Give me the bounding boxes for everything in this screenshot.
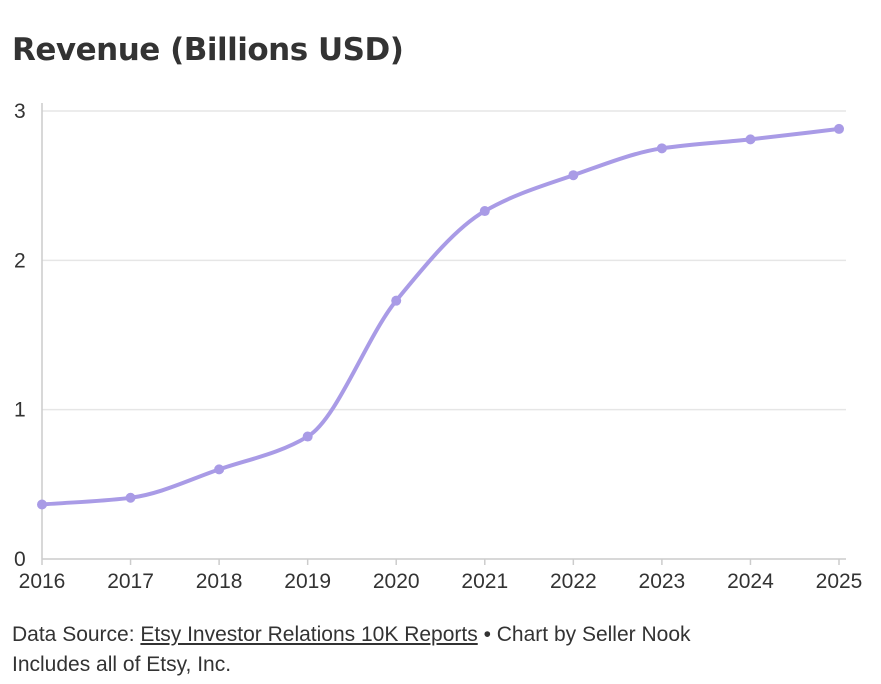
source-line: Data Source: Etsy Investor Relations 10K… (12, 620, 691, 650)
grid-lines (42, 110, 846, 411)
x-tick-label: 2021 (461, 570, 508, 593)
revenue-line-chart: 0 1 2 3 2016 2017 2018 2019 2020 2021 2022 2023 202… (14, 100, 863, 593)
data-point-2017 (125, 492, 136, 503)
footer-note: Includes all of Etsy, Inc. (12, 653, 232, 676)
x-tick-label: 2018 (196, 570, 243, 593)
x-tick-label: 2019 (284, 570, 331, 593)
series-revenue (37, 123, 844, 510)
data-point-2019 (302, 431, 313, 442)
data-point-2018 (214, 464, 225, 475)
source-prefix: Data Source: (12, 623, 141, 646)
x-tick-label: 2025 (816, 570, 863, 593)
data-point-2023 (656, 143, 667, 154)
data-point-2016 (37, 499, 47, 510)
y-tick-label: 3 (14, 100, 26, 123)
x-tick-labels: 2016 2017 2018 2019 2020 2021 2022 2023 2024 2025 (19, 570, 863, 593)
data-point-2024 (745, 134, 756, 145)
data-point-2022 (568, 170, 579, 181)
x-tick-label: 2020 (373, 570, 420, 593)
axes (41, 103, 846, 565)
x-tick-label: 2022 (550, 570, 597, 593)
data-point-2020 (391, 295, 402, 306)
y-tick-labels: 0 1 2 3 (14, 100, 26, 571)
source-link[interactable]: Etsy Investor Relations 10K Reports (140, 623, 478, 646)
x-tick-label: 2017 (107, 570, 154, 593)
y-tick-label: 2 (14, 249, 26, 272)
y-tick-label: 1 (14, 399, 26, 422)
data-point-2021 (479, 206, 490, 217)
chart-footer: Data Source: Etsy Investor Relations 10K… (12, 620, 691, 680)
credit-text: • Chart by Seller Nook (477, 623, 691, 646)
x-tick-label: 2016 (19, 570, 66, 593)
x-tick-label: 2024 (727, 570, 774, 593)
chart-title: Revenue (Billions USD) (12, 32, 404, 68)
x-tick-label: 2023 (639, 570, 686, 593)
data-point-2025 (834, 123, 844, 134)
y-tick-label: 0 (14, 548, 26, 571)
series-line (40, 126, 841, 507)
